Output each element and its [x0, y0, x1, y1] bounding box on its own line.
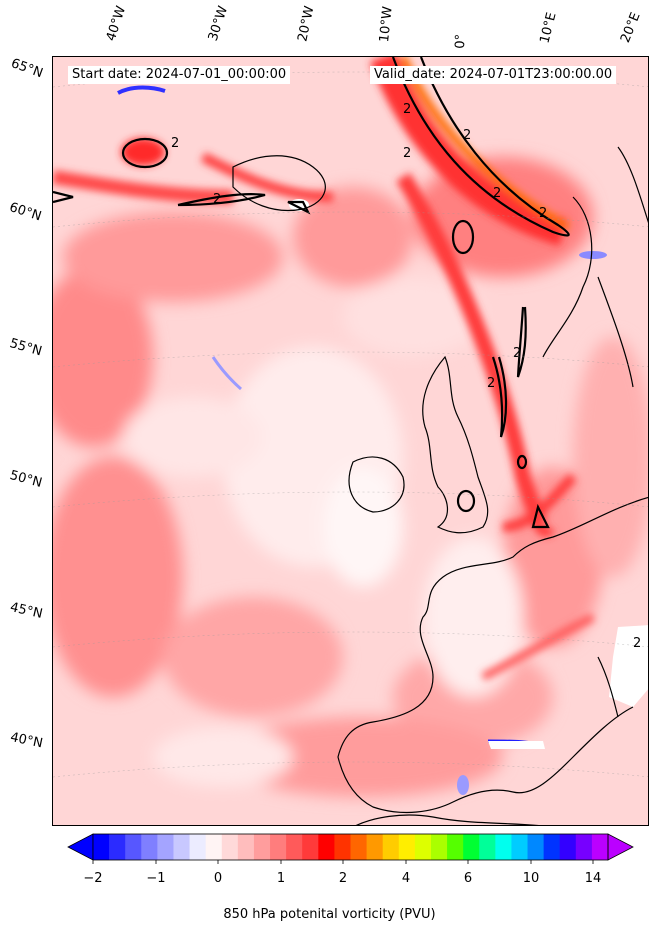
colorbar-swatch — [157, 834, 174, 860]
colorbar-swatch — [527, 834, 545, 860]
colorbar-swatch — [495, 834, 512, 860]
colorbar-swatch — [591, 834, 609, 860]
colorbar-swatch — [141, 834, 158, 860]
colorbar-swatch — [253, 834, 271, 860]
colorbar-swatch — [334, 834, 351, 860]
contour-label: 2 — [493, 186, 501, 201]
contour-label: 2 — [487, 376, 495, 391]
colorbar-swatch — [237, 834, 255, 860]
contour-label: 2 — [171, 136, 179, 151]
contour-label: 2 — [463, 128, 471, 143]
contour-label: 2 — [403, 146, 411, 161]
colorbar-swatch — [93, 834, 110, 860]
colorbar-swatch — [559, 834, 577, 860]
colorbar-swatch — [189, 834, 207, 860]
colorbar-swatch — [221, 834, 239, 860]
colorbar-tick-label: 10 — [522, 871, 540, 886]
colorbar-swatch — [382, 834, 400, 860]
colorbar-swatch — [173, 834, 191, 860]
colorbar-swatch — [109, 834, 126, 860]
colorbar-swatch — [125, 834, 142, 860]
colorbar-title: 850 hPa potenital vorticity (PVU) — [223, 907, 436, 922]
colorbar-swatch — [366, 834, 384, 860]
contour-label: 2 — [213, 192, 221, 207]
contour-label: 2 — [633, 636, 641, 651]
colorbar-tick-label: 0 — [213, 871, 223, 886]
colorbar-tick-label: 14 — [584, 871, 602, 886]
colorbar-swatch — [302, 834, 319, 860]
colorbar-tick-label: −1 — [146, 871, 166, 886]
colorbar-extend-low — [67, 833, 94, 861]
colorbar — [67, 833, 634, 864]
colorbar-swatch — [430, 834, 448, 860]
colorbar-swatch — [543, 834, 561, 860]
colorbar-swatch — [414, 834, 432, 860]
colorbar-swatch — [286, 834, 303, 860]
colorbar-swatch — [350, 834, 368, 860]
contour-label: 2 — [539, 206, 547, 221]
map-panel: 2 2 2 2 2 2 2 2 2 2 — [52, 56, 649, 826]
colorbar-swatch — [575, 834, 593, 860]
colorbar-swatch — [398, 834, 416, 860]
colorbar-swatch — [318, 834, 335, 860]
contour-label: 2 — [513, 346, 521, 361]
contour-label: 2 — [403, 102, 411, 117]
colorbar-swatch — [511, 834, 529, 860]
coastlines — [232, 146, 648, 825]
valid-date-label: Valid_date: 2024-07-01T23:00:00.00 — [370, 66, 617, 84]
colorbar-swatch — [463, 834, 480, 860]
contour-labels: 2 2 2 2 2 2 2 2 2 2 — [171, 102, 641, 651]
colorbar-tick-label: 2 — [338, 871, 348, 886]
pv-2-contours — [53, 57, 570, 529]
colorbar-swatch — [205, 834, 223, 860]
colorbar-tick-label: 6 — [463, 871, 473, 886]
colorbar-border — [92, 833, 609, 861]
colorbar-swatch — [447, 834, 464, 860]
start-date-label: Start date: 2024-07-01_00:00:00 — [68, 66, 291, 84]
colorbar-tick-label: 4 — [401, 871, 411, 886]
colorbar-extend-high — [607, 833, 634, 861]
colorbar-tick-label: −2 — [83, 871, 103, 886]
pv-field-map: 2 2 2 2 2 2 2 2 2 2 — [53, 57, 648, 825]
graticule — [53, 71, 648, 778]
colorbar-tick-label: 1 — [276, 871, 286, 886]
colorbar-swatch — [270, 834, 287, 860]
colorbar-swatch — [479, 834, 496, 860]
